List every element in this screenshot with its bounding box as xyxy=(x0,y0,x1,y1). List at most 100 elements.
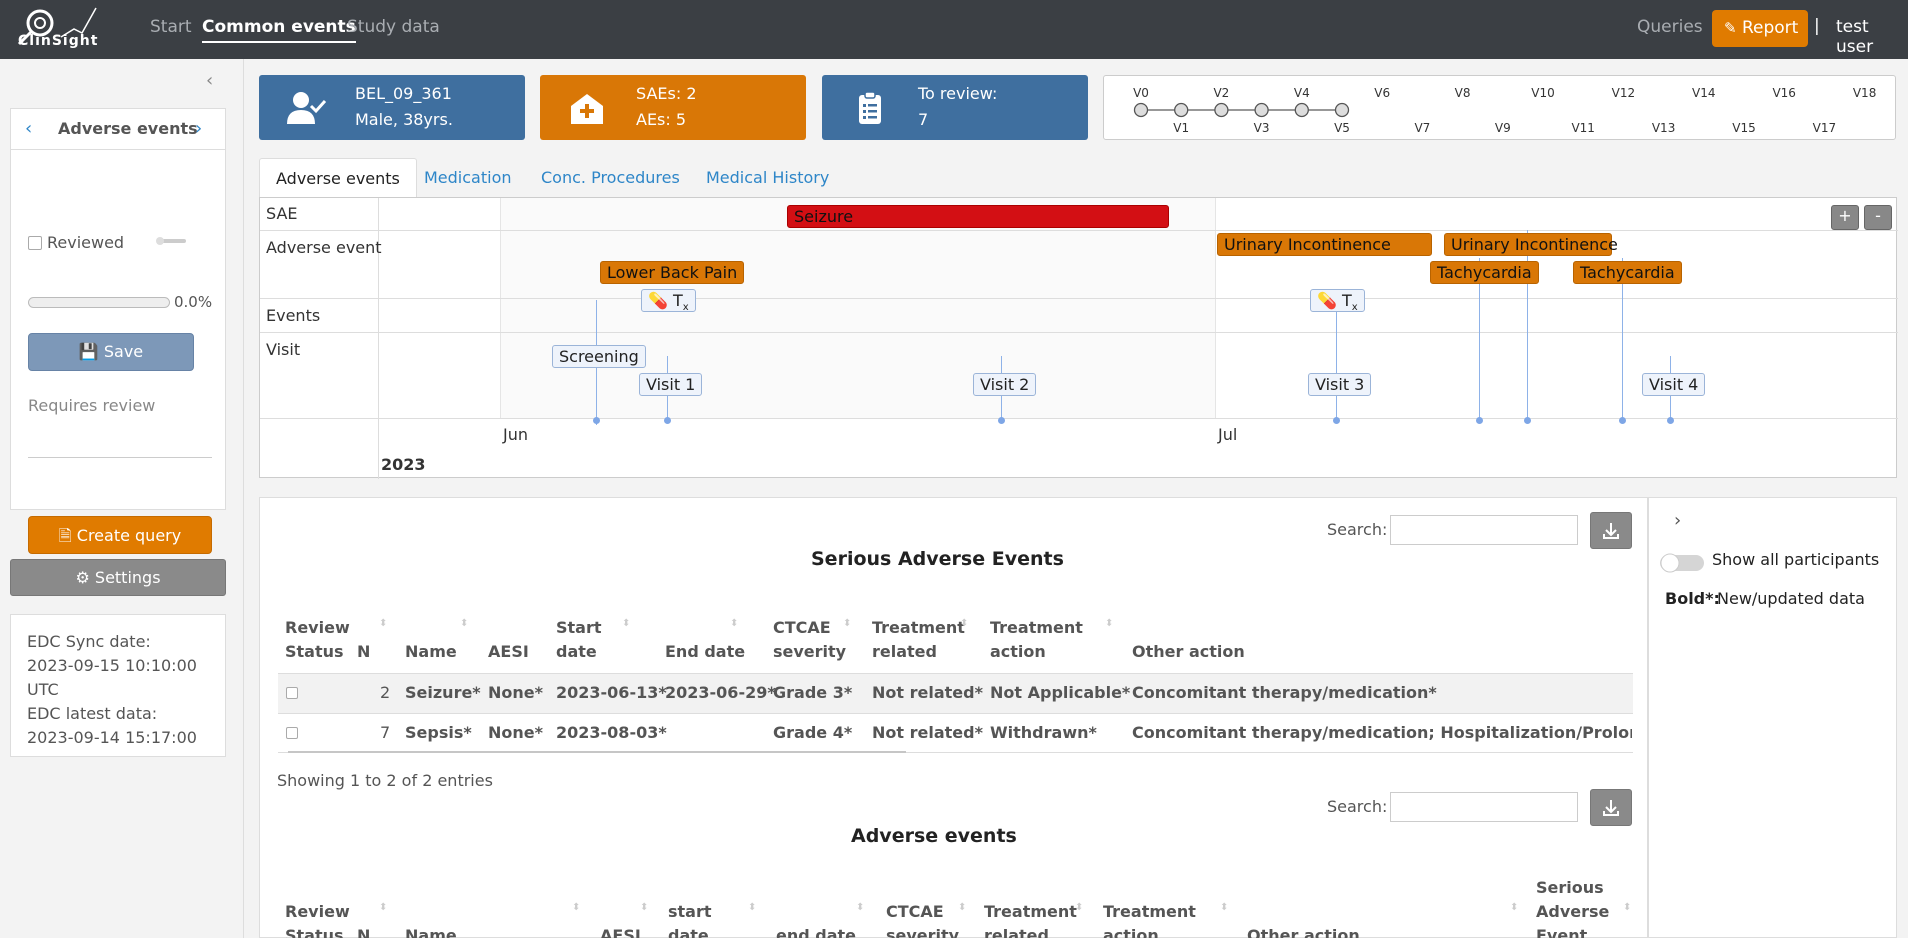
timeline-visit-1[interactable]: Visit 1 xyxy=(639,373,703,396)
sync-info: EDC Sync date: 2023-09-15 10:10:00 UTC E… xyxy=(10,614,226,757)
col-ctcae-severity[interactable]: CTCAE severity xyxy=(773,616,846,664)
report-button[interactable]: ✎ Report xyxy=(1712,10,1808,47)
zoom-in-button[interactable]: + xyxy=(1831,205,1859,230)
col-n[interactable]: N xyxy=(357,926,371,938)
chevron-left-icon[interactable]: ‹ xyxy=(25,118,33,139)
table-row[interactable] xyxy=(278,673,1633,713)
tab-conc-procedures[interactable]: Conc. Procedures xyxy=(541,168,680,187)
sae-search-input[interactable] xyxy=(1390,515,1578,545)
header-text: Treatment xyxy=(984,902,1077,921)
tab-medication[interactable]: Medication xyxy=(424,168,512,187)
col-name[interactable]: Name xyxy=(405,642,457,661)
ae-download-button[interactable] xyxy=(1590,789,1632,826)
col-other-action[interactable]: Other action xyxy=(1247,926,1360,938)
download-icon xyxy=(1603,523,1619,539)
right-panel: › Show all participants Bold*: New/updat… xyxy=(1648,497,1897,938)
timeline-ae-urinary-incontinence[interactable]: Urinary Incontinence xyxy=(1217,233,1432,256)
timeline-visit-3[interactable]: Visit 3 xyxy=(1308,373,1372,396)
header-text: Start xyxy=(556,618,602,637)
sort-icon: ⬍ xyxy=(843,618,852,629)
create-query-label: Create query xyxy=(76,526,182,545)
col-serious-adverse-event[interactable]: Serious Adverse Event xyxy=(1536,876,1609,938)
edit-icon: ✎ xyxy=(1724,19,1737,37)
visit-label: V10 xyxy=(1531,86,1554,100)
col-start-date[interactable]: start date xyxy=(668,900,712,938)
user-name[interactable]: test user xyxy=(1836,17,1874,57)
col-name[interactable]: Name xyxy=(405,926,457,938)
timeline-event-treatment[interactable]: 💊 Tx xyxy=(1310,289,1365,314)
sort-icon: ⬍ xyxy=(958,902,967,913)
reviewed-checkbox[interactable] xyxy=(28,235,42,250)
treatment-sub: x xyxy=(1351,302,1358,314)
chevron-right-icon[interactable]: › xyxy=(195,118,203,139)
timeline-ae-tachycardia[interactable]: Tachycardia xyxy=(1573,261,1682,284)
header-text: Adverse xyxy=(1536,902,1610,921)
collapse-sidebar-icon[interactable]: ‹ xyxy=(206,70,214,91)
sae-download-button[interactable] xyxy=(1590,512,1632,549)
create-query-button[interactable]: 🗎 Create query xyxy=(28,516,212,554)
timeline-visit-2[interactable]: Visit 2 xyxy=(973,373,1037,396)
visit-label: V6 xyxy=(1374,86,1390,100)
zoom-out-button[interactable]: - xyxy=(1864,205,1892,230)
review-toggle[interactable] xyxy=(154,237,188,245)
ae-count: AEs: 5 xyxy=(636,110,687,129)
sync-tz: UTC xyxy=(27,680,59,699)
col-treatment-action[interactable]: Treatment action xyxy=(990,616,1083,664)
col-aesi[interactable]: AESI xyxy=(600,926,641,938)
visit-label: V17 xyxy=(1813,121,1836,135)
to-review-count: 7 xyxy=(918,110,929,129)
tab-medical-history[interactable]: Medical History xyxy=(706,168,830,187)
header-text: Status xyxy=(285,642,344,661)
timeline-ae-tachycardia[interactable]: Tachycardia xyxy=(1430,261,1539,284)
col-review-status[interactable]: Review Status xyxy=(285,616,350,664)
col-end-date[interactable]: End date xyxy=(665,642,746,661)
timeline-visit-screening[interactable]: Screening xyxy=(552,345,646,368)
timeline-event-treatment[interactable]: 💊 Tx xyxy=(641,289,696,313)
cell-n: 7 xyxy=(380,723,391,742)
header-text: action xyxy=(1103,926,1159,938)
nav-queries[interactable]: Queries xyxy=(1637,17,1703,37)
timeline-sae-seizure[interactable]: Seizure xyxy=(787,205,1169,228)
col-review-status[interactable]: Review Status xyxy=(285,900,350,938)
expand-panel-icon[interactable]: › xyxy=(1674,510,1682,531)
visit-label: V9 xyxy=(1495,121,1511,135)
row-select-checkbox[interactable] xyxy=(286,727,298,739)
col-treatment-related[interactable]: Treatment related xyxy=(984,900,1077,938)
row-label-adverse-event: Adverse event xyxy=(266,238,382,257)
sort-icon: ⬍ xyxy=(1105,618,1114,629)
header-text: action xyxy=(990,642,1046,661)
timeline[interactable]: SAE Adverse event Events Visit Seizure U… xyxy=(259,197,1898,479)
timeline-ae-urinary-incontinence[interactable]: Urinary Incontinence xyxy=(1444,233,1618,256)
row-select-checkbox[interactable] xyxy=(286,687,298,699)
form-title: Adverse events xyxy=(58,119,198,138)
col-ctcae-severity[interactable]: CTCAE severity xyxy=(886,900,959,938)
cell-n: 2 xyxy=(380,683,391,702)
table-row[interactable] xyxy=(278,713,1633,753)
cell-name: Sepsis* xyxy=(405,723,472,742)
nav-study-data[interactable]: Study data xyxy=(347,17,440,37)
save-button[interactable]: 💾 Save xyxy=(28,333,194,371)
show-all-toggle[interactable] xyxy=(1659,552,1707,574)
timeline-visit-4[interactable]: Visit 4 xyxy=(1642,373,1706,396)
timeline-ae-lower-back-pain[interactable]: Lower Back Pain xyxy=(600,261,745,284)
sort-icon: ⬍ xyxy=(379,902,388,913)
ae-search-input[interactable] xyxy=(1390,792,1578,822)
visit-label: V4 xyxy=(1294,86,1310,100)
col-n[interactable]: N xyxy=(357,642,371,661)
nav-start[interactable]: Start xyxy=(150,17,192,37)
col-end-date[interactable]: end date xyxy=(776,926,857,938)
col-treatment-action[interactable]: Treatment action xyxy=(1103,900,1196,938)
header-text: Treatment xyxy=(1103,902,1196,921)
cell-treatment-related: Not related* xyxy=(872,683,983,702)
settings-button[interactable]: ⚙ Settings xyxy=(10,559,226,596)
nav-common-events[interactable]: Common events xyxy=(202,17,356,43)
col-other-action[interactable]: Other action xyxy=(1132,642,1245,661)
horizontal-scrollbar[interactable] xyxy=(288,751,906,753)
file-icon: 🗎 xyxy=(58,526,72,545)
sae-search-label: Search: xyxy=(1327,520,1388,539)
visit-label: V13 xyxy=(1652,121,1675,135)
tab-adverse-events[interactable]: Adverse events xyxy=(259,158,417,198)
col-treatment-related[interactable]: Treatment related xyxy=(872,616,965,664)
col-start-date[interactable]: Start date xyxy=(556,616,602,664)
col-aesi[interactable]: AESI xyxy=(488,642,529,661)
